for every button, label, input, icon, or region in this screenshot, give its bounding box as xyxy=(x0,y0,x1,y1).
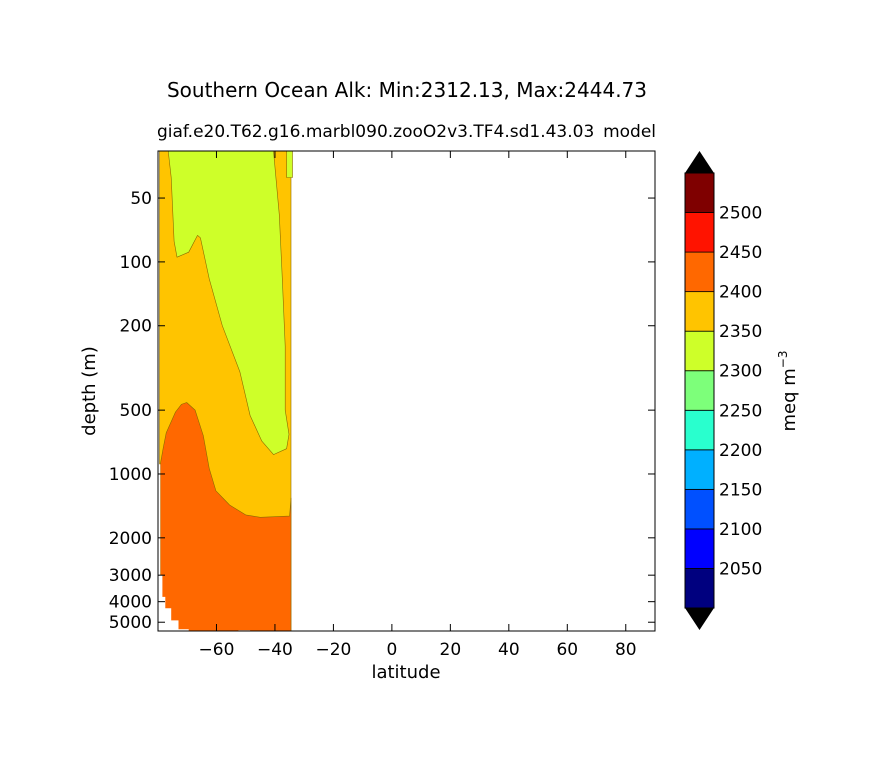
colorbar-segment xyxy=(684,449,715,490)
colorbar-label-exponent: −3 xyxy=(776,351,790,369)
y-tick-label: 200 xyxy=(120,317,152,337)
colorbar-tick-label: 2150 xyxy=(719,480,762,500)
x-tick-label: 20 xyxy=(440,640,462,660)
plot-area: −60 −40 −20 0 20 40 60 80 50 100 200 500 1000 2000 30… xyxy=(109,150,656,660)
colorbar-segment xyxy=(684,251,715,293)
chart-title: Southern Ocean Alk: Min:2312.13, Max:244… xyxy=(167,78,647,102)
y-tick-label: 500 xyxy=(120,401,152,421)
colorbar-segment xyxy=(684,212,715,253)
x-tick-label: 60 xyxy=(556,640,578,660)
colorbar-tick-label: 2200 xyxy=(719,441,762,461)
colorbar-segment xyxy=(684,568,715,609)
colorbar-tick-label: 2300 xyxy=(719,362,762,382)
x-tick-label: 40 xyxy=(498,640,520,660)
x-tick-label: 0 xyxy=(386,640,397,660)
colorbar-tick-label: 2450 xyxy=(719,243,762,263)
x-tick-label: −40 xyxy=(257,640,293,660)
y-tick-label: 4000 xyxy=(109,593,152,613)
y-tick-label: 100 xyxy=(120,253,152,273)
colorbar-tick-label: 2350 xyxy=(719,322,762,342)
contour-region-band-2300-2350 xyxy=(165,151,290,455)
colorbar-tick-label: 2400 xyxy=(719,283,762,303)
chart-subtitle-right: model xyxy=(603,122,656,142)
plot-frame xyxy=(157,150,656,632)
colorbar: 2050 2100 2150 2200 2250 2300 2350 2400 2450 2500 xyxy=(684,151,762,630)
colorbar-tick-label: 2250 xyxy=(719,401,762,421)
y-tick-label: 2000 xyxy=(109,529,152,549)
colorbar-extend-min xyxy=(685,608,714,630)
colorbar-tick-label: 2500 xyxy=(719,204,762,224)
colorbar-label: meq m−3 xyxy=(776,351,800,432)
colorbar-segment xyxy=(684,488,715,530)
contour-region-band-2300-2350-edge xyxy=(286,151,293,178)
colorbar-segment xyxy=(684,409,715,451)
colorbar-label-base: meq m xyxy=(779,368,800,431)
colorbar-extend-max xyxy=(685,151,714,173)
x-tick-label: −60 xyxy=(199,640,235,660)
contour-region-band-2400-2450 xyxy=(160,402,292,631)
colorbar-tick-label: 2050 xyxy=(719,559,762,579)
colorbar-segment xyxy=(684,370,715,411)
y-tick-label: 50 xyxy=(130,189,152,209)
y-axis-label: depth (m) xyxy=(79,346,100,436)
colorbar-segment xyxy=(684,330,715,372)
x-tick-label: 80 xyxy=(615,640,637,660)
colorbar-segment xyxy=(684,172,715,213)
y-tick-label: 1000 xyxy=(109,465,152,485)
colorbar-segment xyxy=(684,528,715,569)
x-axis-label: latitude xyxy=(371,662,440,683)
colorbar-segment xyxy=(684,291,715,332)
y-tick-label: 5000 xyxy=(109,613,152,633)
colorbar-frame xyxy=(684,172,715,609)
chart-subtitle-left: giaf.e20.T62.g16.marbl090.zooO2v3.TF4.sd… xyxy=(157,122,594,142)
x-tick-label: −20 xyxy=(315,640,351,660)
bathymetry-mask xyxy=(158,464,215,631)
colorbar-tick-label: 2100 xyxy=(719,520,762,540)
y-tick-label: 3000 xyxy=(109,566,152,586)
